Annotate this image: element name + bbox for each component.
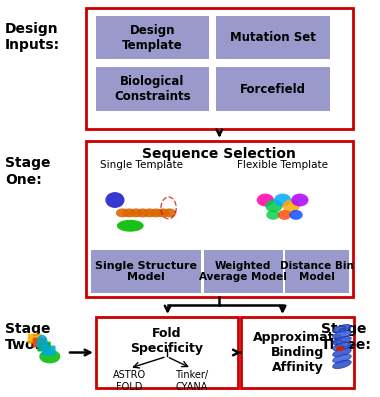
Ellipse shape	[332, 360, 351, 368]
Ellipse shape	[332, 330, 351, 339]
Bar	[96, 16, 209, 60]
FancyBboxPatch shape	[37, 342, 51, 351]
Ellipse shape	[257, 194, 274, 206]
Ellipse shape	[136, 208, 149, 217]
Ellipse shape	[336, 346, 344, 351]
Bar	[285, 250, 349, 293]
Text: Stage
Three:: Stage Three:	[321, 322, 372, 352]
Ellipse shape	[274, 194, 291, 206]
Text: Mutation Set: Mutation Set	[230, 31, 316, 44]
Bar	[96, 67, 209, 111]
Ellipse shape	[163, 208, 176, 217]
Ellipse shape	[105, 192, 125, 208]
Ellipse shape	[123, 208, 136, 217]
Text: Weighted
Average Model: Weighted Average Model	[200, 260, 287, 282]
Ellipse shape	[278, 210, 291, 220]
Text: Stage
One:: Stage One:	[5, 156, 50, 187]
Ellipse shape	[291, 194, 309, 206]
Ellipse shape	[129, 208, 143, 217]
Bar	[96, 317, 238, 388]
Ellipse shape	[149, 208, 163, 217]
Bar	[217, 16, 329, 60]
Text: ASTRO
FOLD: ASTRO FOLD	[113, 370, 146, 392]
Ellipse shape	[39, 349, 60, 363]
Ellipse shape	[332, 336, 351, 345]
FancyBboxPatch shape	[28, 334, 41, 343]
Ellipse shape	[332, 342, 351, 351]
Ellipse shape	[116, 208, 129, 217]
Text: Flexible Template: Flexible Template	[237, 160, 328, 170]
Ellipse shape	[117, 220, 144, 232]
Ellipse shape	[265, 200, 283, 212]
Bar	[217, 67, 329, 111]
Ellipse shape	[156, 208, 169, 217]
Text: Tinker/
CYANA: Tinker/ CYANA	[175, 370, 208, 392]
Bar	[86, 141, 353, 297]
Ellipse shape	[266, 210, 280, 220]
Ellipse shape	[332, 324, 351, 333]
Bar	[241, 317, 355, 388]
Text: Forcefield: Forcefield	[240, 83, 306, 96]
Text: Distance Bin
Model: Distance Bin Model	[280, 260, 354, 282]
Text: Stage
Two:: Stage Two:	[5, 322, 50, 352]
Text: Design
Inputs:: Design Inputs:	[5, 22, 60, 52]
Ellipse shape	[332, 348, 351, 357]
Text: Design
Template: Design Template	[122, 24, 183, 52]
Text: Biological
Constraints: Biological Constraints	[114, 75, 191, 103]
FancyBboxPatch shape	[42, 345, 55, 355]
Ellipse shape	[143, 208, 156, 217]
Text: Single Structure
Model: Single Structure Model	[95, 260, 197, 282]
Text: Sequence Selection: Sequence Selection	[142, 146, 296, 160]
Text: Fold
Specificity: Fold Specificity	[130, 327, 203, 355]
FancyBboxPatch shape	[33, 338, 46, 347]
Ellipse shape	[332, 354, 351, 363]
Ellipse shape	[289, 210, 303, 220]
Ellipse shape	[36, 335, 48, 351]
Ellipse shape	[283, 200, 300, 212]
Bar	[86, 8, 353, 129]
Text: Single Template: Single Template	[100, 160, 183, 170]
Bar	[91, 250, 201, 293]
Bar	[204, 250, 283, 293]
Text: Approximate
Binding
Affinity: Approximate Binding Affinity	[253, 331, 343, 374]
